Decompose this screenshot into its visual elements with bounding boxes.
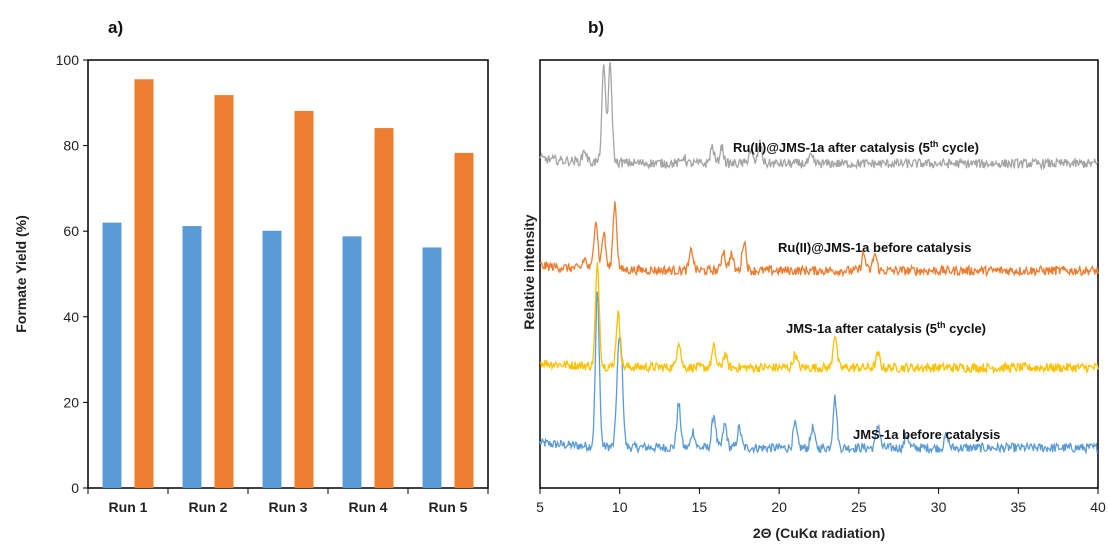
y-tick-label: 80 [63, 138, 79, 154]
x-tick-label: 5 [536, 499, 544, 515]
bar-chart-y-axis-title: Formate Yield (%) [13, 215, 29, 332]
x-tick-label: 20 [771, 499, 787, 515]
xrd-chart-frame [539, 59, 1099, 489]
x-tick-label: 40 [1090, 499, 1106, 515]
xrd-series-label: Ru(II)@JMS-1a before catalysis [778, 240, 971, 255]
xrd-chart-y-axis-title: Relative intensity [521, 214, 537, 329]
y-tick-label: 0 [71, 480, 79, 496]
x-tick-label: Run 3 [269, 499, 308, 515]
bar [342, 236, 362, 488]
x-tick-label: Run 2 [189, 499, 228, 515]
bar [214, 95, 234, 488]
bar [294, 110, 314, 488]
bar [182, 226, 202, 488]
x-tick-label: Run 5 [429, 499, 468, 515]
panel-b-label: b) [588, 18, 604, 37]
xrd-series-label: JMS-1a after catalysis (5th cycle) [786, 320, 986, 336]
xrd-series-label: Ru(II)@JMS-1a after catalysis (5th cycle… [733, 139, 979, 155]
xrd-series-line [539, 262, 1099, 375]
y-tick-label: 40 [63, 309, 79, 325]
xrd-series-label: JMS-1a before catalysis [853, 427, 1000, 442]
bar [454, 152, 474, 488]
x-tick-label: 10 [612, 499, 628, 515]
y-tick-label: 60 [63, 223, 79, 239]
bar [262, 230, 282, 488]
bar-chart: 0 20 40 60 80 100 Run 1 Run 2 Run 3 Run 4 Run 5 [56, 52, 489, 515]
x-tick-label: 15 [692, 499, 708, 515]
x-tick-label: 30 [931, 499, 947, 515]
x-tick-label: 35 [1010, 499, 1026, 515]
xrd-chart-x-axis-title: 2Θ (CuKα radiation) [753, 525, 885, 541]
bar [134, 79, 154, 488]
xrd-series-line [539, 201, 1099, 278]
x-tick-label: Run 4 [349, 499, 388, 515]
x-tick-label: 25 [851, 499, 867, 515]
bar [374, 128, 394, 488]
xrd-series-line [539, 62, 1099, 171]
x-tick-label: Run 1 [109, 499, 148, 515]
bar-chart-frame [87, 59, 489, 489]
y-tick-label: 100 [56, 52, 80, 68]
xrd-chart: 5 10 15 20 25 30 35 40 JMS-1a before catalysis JM… [536, 62, 1106, 515]
bar [102, 222, 122, 488]
xrd-series-line [539, 291, 1098, 455]
bar [422, 247, 442, 488]
panel-a-label: a) [108, 18, 123, 37]
y-tick-label: 20 [63, 394, 79, 410]
